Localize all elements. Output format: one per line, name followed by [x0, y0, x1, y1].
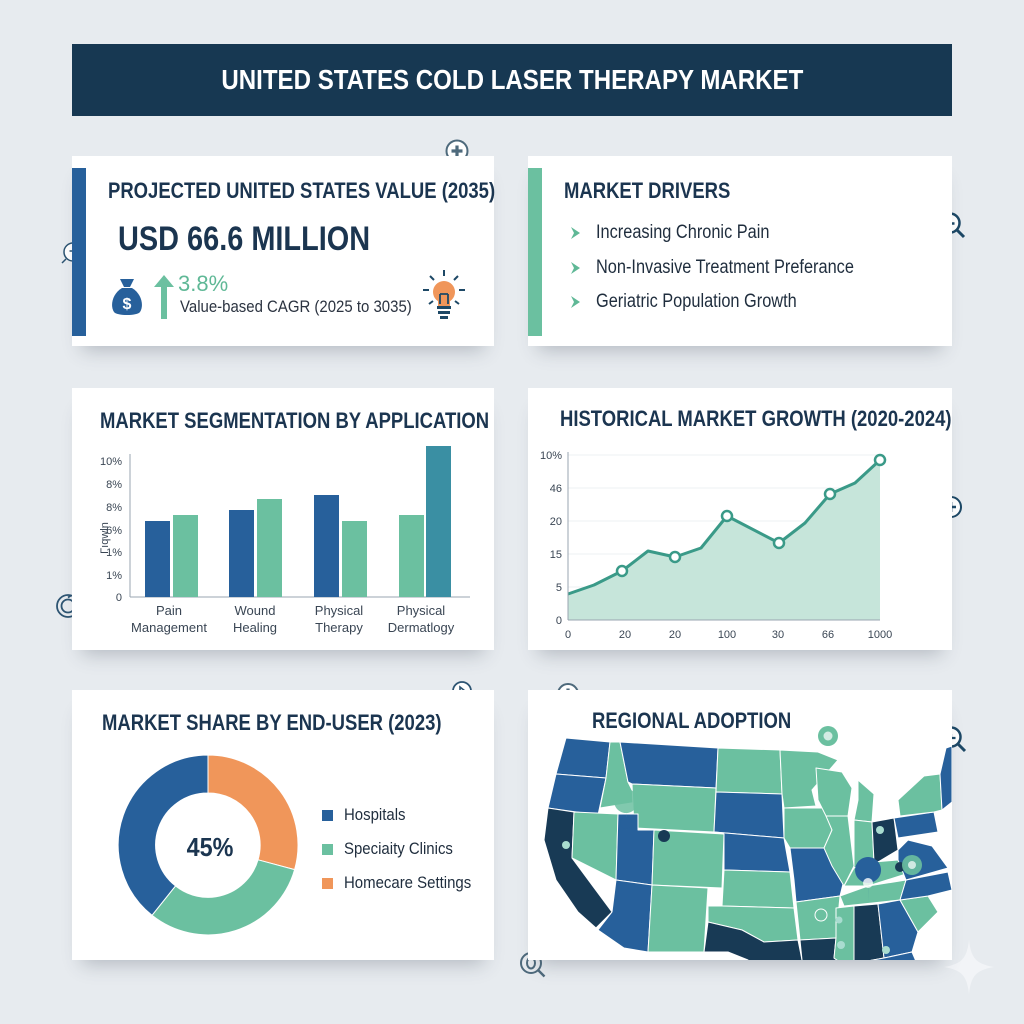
svg-text:Pain: Pain	[156, 603, 182, 618]
bar	[342, 521, 367, 597]
card-title: MARKET SEGMENTATION BY APPLICATION	[100, 408, 490, 433]
svg-text:0: 0	[556, 615, 562, 627]
svg-text:1%: 1%	[106, 547, 122, 559]
card-title: MARKET SHARE BY END-USER (2023)	[102, 710, 442, 735]
slice-hospitals	[117, 754, 209, 917]
svg-text:Dermatlogy: Dermatlogy	[388, 620, 455, 635]
svg-text:10%: 10%	[100, 456, 122, 468]
map-pins	[562, 726, 922, 954]
donut-center-label: 45%	[186, 832, 234, 862]
lightbulb-icon	[423, 270, 465, 319]
regional-adoption-card: REGIONAL ADOPTION	[528, 690, 952, 960]
list-item: Geriatric Population Growth	[568, 285, 896, 320]
cagr-percent: 3.8%	[178, 271, 229, 296]
svg-text:Therapy: Therapy	[315, 620, 363, 635]
list-item: Increasing Chronic Pain	[568, 216, 896, 251]
x-axis-labels: Pain Management Wound Healing Physical T…	[131, 603, 455, 635]
x-axis-ticks: 0 20 20 100 30 66 1000	[565, 629, 892, 641]
slice-homecare	[207, 754, 299, 871]
svg-text:8%: 8%	[106, 479, 122, 491]
area-fill	[568, 460, 880, 620]
svg-text:5: 5	[556, 582, 562, 594]
list-item: Non-Invasive Treatment Preferance	[568, 251, 896, 286]
svg-text:1000: 1000	[868, 629, 892, 641]
cagr-label: Value-based CAGR (2025 to 3035)	[180, 297, 412, 316]
bar	[426, 446, 451, 597]
header-banner: UNITED STATES COLD LASER THERAPY MARKET	[72, 44, 952, 116]
projected-value-card: PROJECTED UNITED STATES VALUE (2035) USD…	[72, 156, 496, 346]
card-title: REGIONAL ADOPTION	[592, 708, 792, 733]
chevron-right-icon	[571, 227, 580, 240]
accent-bar	[528, 168, 542, 336]
card-title: MARKET DRIVERS	[564, 178, 731, 203]
svg-text:20: 20	[550, 516, 562, 528]
bar	[314, 495, 339, 597]
svg-text:30: 30	[772, 629, 784, 641]
svg-text:20: 20	[619, 629, 631, 641]
svg-text:0: 0	[116, 592, 122, 604]
sparkle-icon	[944, 940, 994, 994]
card-title: HISTORICAL MARKET GROWTH (2020-2024)	[560, 406, 952, 431]
accent-bar	[72, 168, 86, 336]
bar	[399, 515, 424, 597]
page-title: UNITED STATES COLD LASER THERAPY MARKET	[221, 64, 803, 95]
y-axis-ticks: 0 1% 1% 6% 8% 8% 10%	[100, 456, 122, 604]
svg-text:Wound: Wound	[235, 603, 276, 618]
svg-text:Physical: Physical	[397, 603, 446, 618]
chevron-right-icon	[571, 296, 580, 309]
bar	[229, 510, 254, 597]
segmentation-bar-chart: 0 1% 1% 6% 8% 8% 10% Γıqwln Pain Managem…	[99, 446, 470, 635]
y-axis-label: Γıqwln	[99, 522, 111, 554]
end-user-share-card: MARKET SHARE BY END-USER (2023) 45% Hosp…	[72, 690, 494, 960]
end-user-donut-chart	[117, 754, 299, 936]
legend-item: Homecare Settings	[322, 866, 489, 900]
legend-item: Hospitals	[322, 798, 489, 832]
svg-text:Healing: Healing	[233, 620, 277, 635]
drivers-list: Increasing Chronic Pain Non-Invasive Tre…	[568, 216, 896, 320]
svg-text:8%: 8%	[106, 502, 122, 514]
market-drivers-card: MARKET DRIVERS Increasing Chronic Pain N…	[528, 156, 952, 346]
bar	[257, 499, 282, 597]
svg-text:Management: Management	[131, 620, 207, 635]
svg-text:Physical: Physical	[315, 603, 364, 618]
us-choropleth-map	[543, 726, 952, 960]
svg-text:66: 66	[822, 629, 834, 641]
svg-text:46: 46	[550, 483, 562, 495]
svg-text:$: $	[123, 296, 132, 313]
svg-text:15: 15	[550, 549, 562, 561]
bars	[145, 446, 451, 597]
slice-specialty-clinics	[151, 859, 296, 936]
chevron-right-icon	[571, 261, 580, 274]
legend-swatch	[322, 843, 333, 855]
card-title: PROJECTED UNITED STATES VALUE (2035)	[108, 178, 496, 203]
legend-swatch	[322, 877, 333, 889]
y-axis-ticks: 0 5 15 20 46 10%	[540, 450, 562, 627]
svg-text:0: 0	[565, 629, 571, 641]
svg-text:1%: 1%	[106, 570, 122, 582]
data-markers	[615, 453, 887, 578]
svg-text:20: 20	[669, 629, 681, 641]
legend-swatch	[322, 809, 333, 821]
svg-text:100: 100	[718, 629, 736, 641]
bar	[173, 515, 198, 597]
historical-growth-card: HISTORICAL MARKET GROWTH (2020-2024) 0 5…	[528, 388, 952, 650]
svg-text:6%: 6%	[106, 525, 122, 537]
arrow-up-icon	[154, 275, 174, 319]
projected-value: USD 66.6 MILLION	[118, 220, 371, 258]
legend-item: Speciaity Clinics	[322, 832, 489, 866]
svg-text:10%: 10%	[540, 450, 562, 462]
money-bag-icon: $	[112, 279, 142, 315]
segmentation-card: MARKET SEGMENTATION BY APPLICATION 0 1% …	[72, 388, 494, 650]
bar	[145, 521, 170, 597]
donut-legend: Hospitals Speciaity Clinics Homecare Set…	[322, 798, 489, 900]
historical-area-chart: 0 5 15 20 46 10% 0 20 20 100 30 66 1000	[540, 450, 892, 641]
